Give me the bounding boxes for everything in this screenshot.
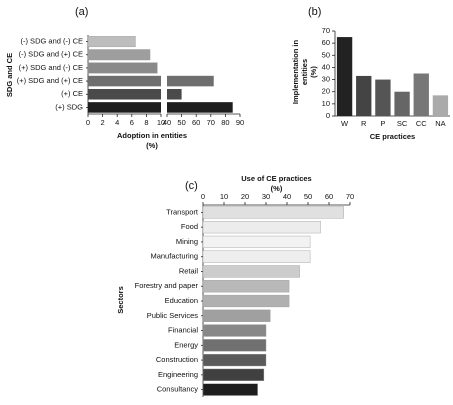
panel-label: (a) xyxy=(75,6,88,18)
x-tick-label: 80 xyxy=(221,118,229,127)
y-tick-label: Construction xyxy=(156,355,198,364)
y-tick-label: Financial xyxy=(168,326,198,335)
x-tick-label: 60 xyxy=(325,192,333,201)
y-tick-label: 70 xyxy=(322,26,330,35)
x-tick-label: 8 xyxy=(144,118,148,127)
y-tick-label: (-) SDG and (-) CE xyxy=(20,37,83,46)
bar xyxy=(202,265,300,278)
bar xyxy=(88,102,161,113)
bar xyxy=(202,353,267,367)
x-axis-label: CE practices xyxy=(370,132,415,141)
x-tick-label: CC xyxy=(416,119,427,128)
x-tick-label: 90 xyxy=(236,118,244,127)
x-tick-label: 40 xyxy=(283,192,291,201)
bar xyxy=(202,383,258,396)
bar xyxy=(87,36,136,48)
bar xyxy=(87,62,158,74)
x-tick-label: 70 xyxy=(346,192,354,201)
bar xyxy=(202,309,271,322)
bar xyxy=(202,235,311,249)
y-tick-label: Education xyxy=(165,296,198,305)
x-tick-label: 6 xyxy=(130,118,134,127)
bar xyxy=(394,91,410,116)
x-tick-label: NA xyxy=(435,119,445,128)
bar xyxy=(432,95,449,116)
x-axis-label: (%) xyxy=(271,184,283,193)
y-axis-label: Implementation in xyxy=(291,39,300,104)
x-tick-label: 60 xyxy=(192,118,200,127)
y-tick-label: 50 xyxy=(322,50,330,59)
x-tick-label: 50 xyxy=(177,118,185,127)
y-tick-label: Transport xyxy=(166,207,199,216)
x-tick-label: 40 xyxy=(163,118,171,127)
y-tick-label: Consultancy xyxy=(157,385,199,394)
y-axis-label: Sectors xyxy=(116,286,125,314)
x-tick-label: SC xyxy=(397,119,408,128)
y-tick-label: Public Services xyxy=(147,311,199,320)
bar xyxy=(87,49,151,61)
y-tick-label: Manufacturing xyxy=(150,252,198,261)
x-axis-label: Use of CE practices xyxy=(241,174,311,183)
x-tick-label: 50 xyxy=(304,192,312,201)
x-axis-label: (%) xyxy=(146,141,158,150)
y-tick-label: Retail xyxy=(179,266,199,275)
x-tick-label: 10 xyxy=(220,192,228,201)
y-tick-label: 30 xyxy=(322,75,330,84)
bar xyxy=(88,88,161,100)
y-tick-label: 20 xyxy=(322,87,330,96)
x-tick-label: 2 xyxy=(101,118,105,127)
y-tick-label: (+) CE xyxy=(61,89,83,98)
y-tick-label: Mining xyxy=(176,237,198,246)
y-tick-label: (+) SDG and (-) CE xyxy=(19,63,83,72)
bar xyxy=(167,88,182,100)
y-tick-label: Energy xyxy=(174,340,198,349)
bar xyxy=(202,294,290,308)
x-tick-label: 30 xyxy=(262,192,270,201)
x-tick-label: 70 xyxy=(207,118,215,127)
y-tick-label: Food xyxy=(181,222,198,231)
bar xyxy=(167,75,214,87)
x-tick-label: 0 xyxy=(86,118,90,127)
bar xyxy=(202,368,265,381)
bar xyxy=(202,339,267,352)
bar xyxy=(202,221,321,234)
bar xyxy=(167,102,233,113)
x-tick-label: 0 xyxy=(201,192,205,201)
bar xyxy=(88,75,161,87)
y-tick-label: 40 xyxy=(322,62,330,71)
y-axis-label: entities xyxy=(300,59,309,85)
x-axis-label: Adoption in entities xyxy=(117,131,187,140)
bar xyxy=(202,206,344,219)
bar xyxy=(202,324,267,337)
bar xyxy=(202,280,290,293)
x-tick-label: W xyxy=(341,119,349,128)
panel-label: (b) xyxy=(308,6,321,18)
x-tick-label: R xyxy=(361,119,367,128)
y-tick-label: 10 xyxy=(322,99,330,108)
bar xyxy=(202,250,311,263)
y-tick-label: (+) SDG xyxy=(55,102,83,111)
bar xyxy=(375,79,391,116)
y-tick-label: Engineering xyxy=(158,370,198,379)
y-axis-label: (%) xyxy=(309,66,318,78)
y-tick-label: Forestry and paper xyxy=(135,281,199,290)
y-tick-label: (+) SDG and (+) CE xyxy=(17,76,83,85)
bar xyxy=(356,75,372,116)
y-tick-label: 60 xyxy=(322,38,330,47)
bar xyxy=(336,37,353,117)
panel-label: (c) xyxy=(185,180,198,192)
x-tick-label: 20 xyxy=(241,192,249,201)
x-tick-label: 4 xyxy=(115,118,119,127)
y-axis-label: SDG and CE xyxy=(5,53,14,97)
bar xyxy=(413,73,429,116)
x-tick-label: P xyxy=(380,119,385,128)
y-tick-label: 0 xyxy=(326,111,330,120)
y-tick-label: (-) SDG and (+) CE xyxy=(19,50,83,59)
x-tick-label: 10 xyxy=(157,118,165,127)
